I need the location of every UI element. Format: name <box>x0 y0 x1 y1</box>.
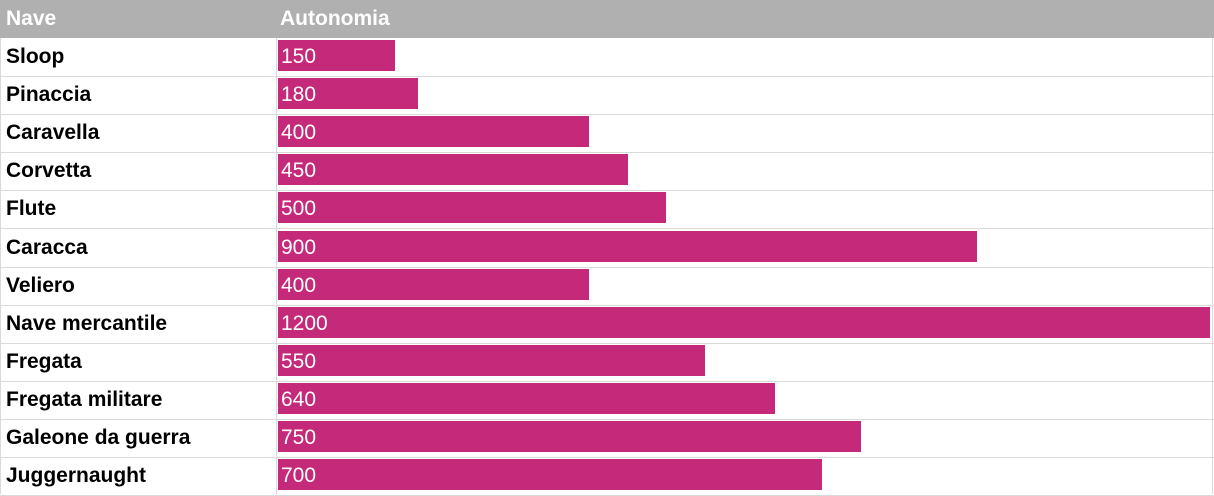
bar-value-label: 750 <box>281 426 317 449</box>
bar-value-label: 640 <box>281 387 317 411</box>
column-header-nave: Nave <box>6 7 57 30</box>
row-label: Fregata <box>6 349 82 373</box>
row-label: Corvetta <box>6 159 92 183</box>
bar-value-label: 1200 <box>281 311 328 335</box>
table-row: Pinaccia 180 <box>0 76 1214 116</box>
bar <box>278 268 589 300</box>
column-divider <box>276 38 277 494</box>
bar-value-label: 550 <box>281 349 317 373</box>
bar <box>278 116 589 148</box>
bar <box>278 306 1210 338</box>
row-label: Fregata militare <box>6 387 163 411</box>
table-row: Juggernaught 700 <box>0 457 1214 496</box>
table-row: Caravella 400 <box>0 114 1214 154</box>
row-label: Juggernaught <box>6 464 146 488</box>
bar-value-label: 400 <box>281 121 317 145</box>
table-row: Galeone da guerra 750 <box>0 419 1214 458</box>
bar <box>278 192 666 224</box>
bar <box>278 230 977 262</box>
row-label: Caracca <box>6 235 88 259</box>
table-row: Fregata militare 640 <box>0 381 1214 420</box>
table-row: Flute 500 <box>0 190 1214 230</box>
bar-value-label: 180 <box>281 83 317 107</box>
bar-value-label: 700 <box>281 464 317 488</box>
table-row: Veliero 400 <box>0 267 1214 306</box>
column-header-autonomia: Autonomia <box>280 7 390 30</box>
table-header: Nave Autonomia <box>0 0 1214 38</box>
bar <box>278 421 861 452</box>
bar <box>278 154 628 186</box>
row-label: Pinaccia <box>6 83 92 107</box>
table-row: Sloop 150 <box>0 38 1214 77</box>
row-label: Flute <box>6 197 57 221</box>
row-label: Sloop <box>6 45 65 68</box>
bar <box>278 459 822 491</box>
bar <box>278 344 705 376</box>
bar <box>278 40 395 71</box>
bar <box>278 78 418 110</box>
row-label: Veliero <box>6 273 75 297</box>
row-label: Nave mercantile <box>6 311 168 335</box>
table-row: Caracca 900 <box>0 229 1214 268</box>
bar-value-label: 400 <box>281 273 317 297</box>
row-label: Galeone da guerra <box>6 426 191 449</box>
table-row: Nave mercantile 1200 <box>0 305 1214 344</box>
bar-value-label: 450 <box>281 159 317 183</box>
table-right-border <box>1212 38 1213 494</box>
row-label: Caravella <box>6 121 100 145</box>
bar <box>278 382 775 414</box>
table-row: Fregata 550 <box>0 343 1214 382</box>
bar-value-label: 900 <box>281 235 317 259</box>
bar-value-label: 150 <box>281 45 317 68</box>
table-row: Corvetta 450 <box>0 152 1214 192</box>
table-left-border <box>0 38 1 494</box>
bar-value-label: 500 <box>281 197 317 221</box>
